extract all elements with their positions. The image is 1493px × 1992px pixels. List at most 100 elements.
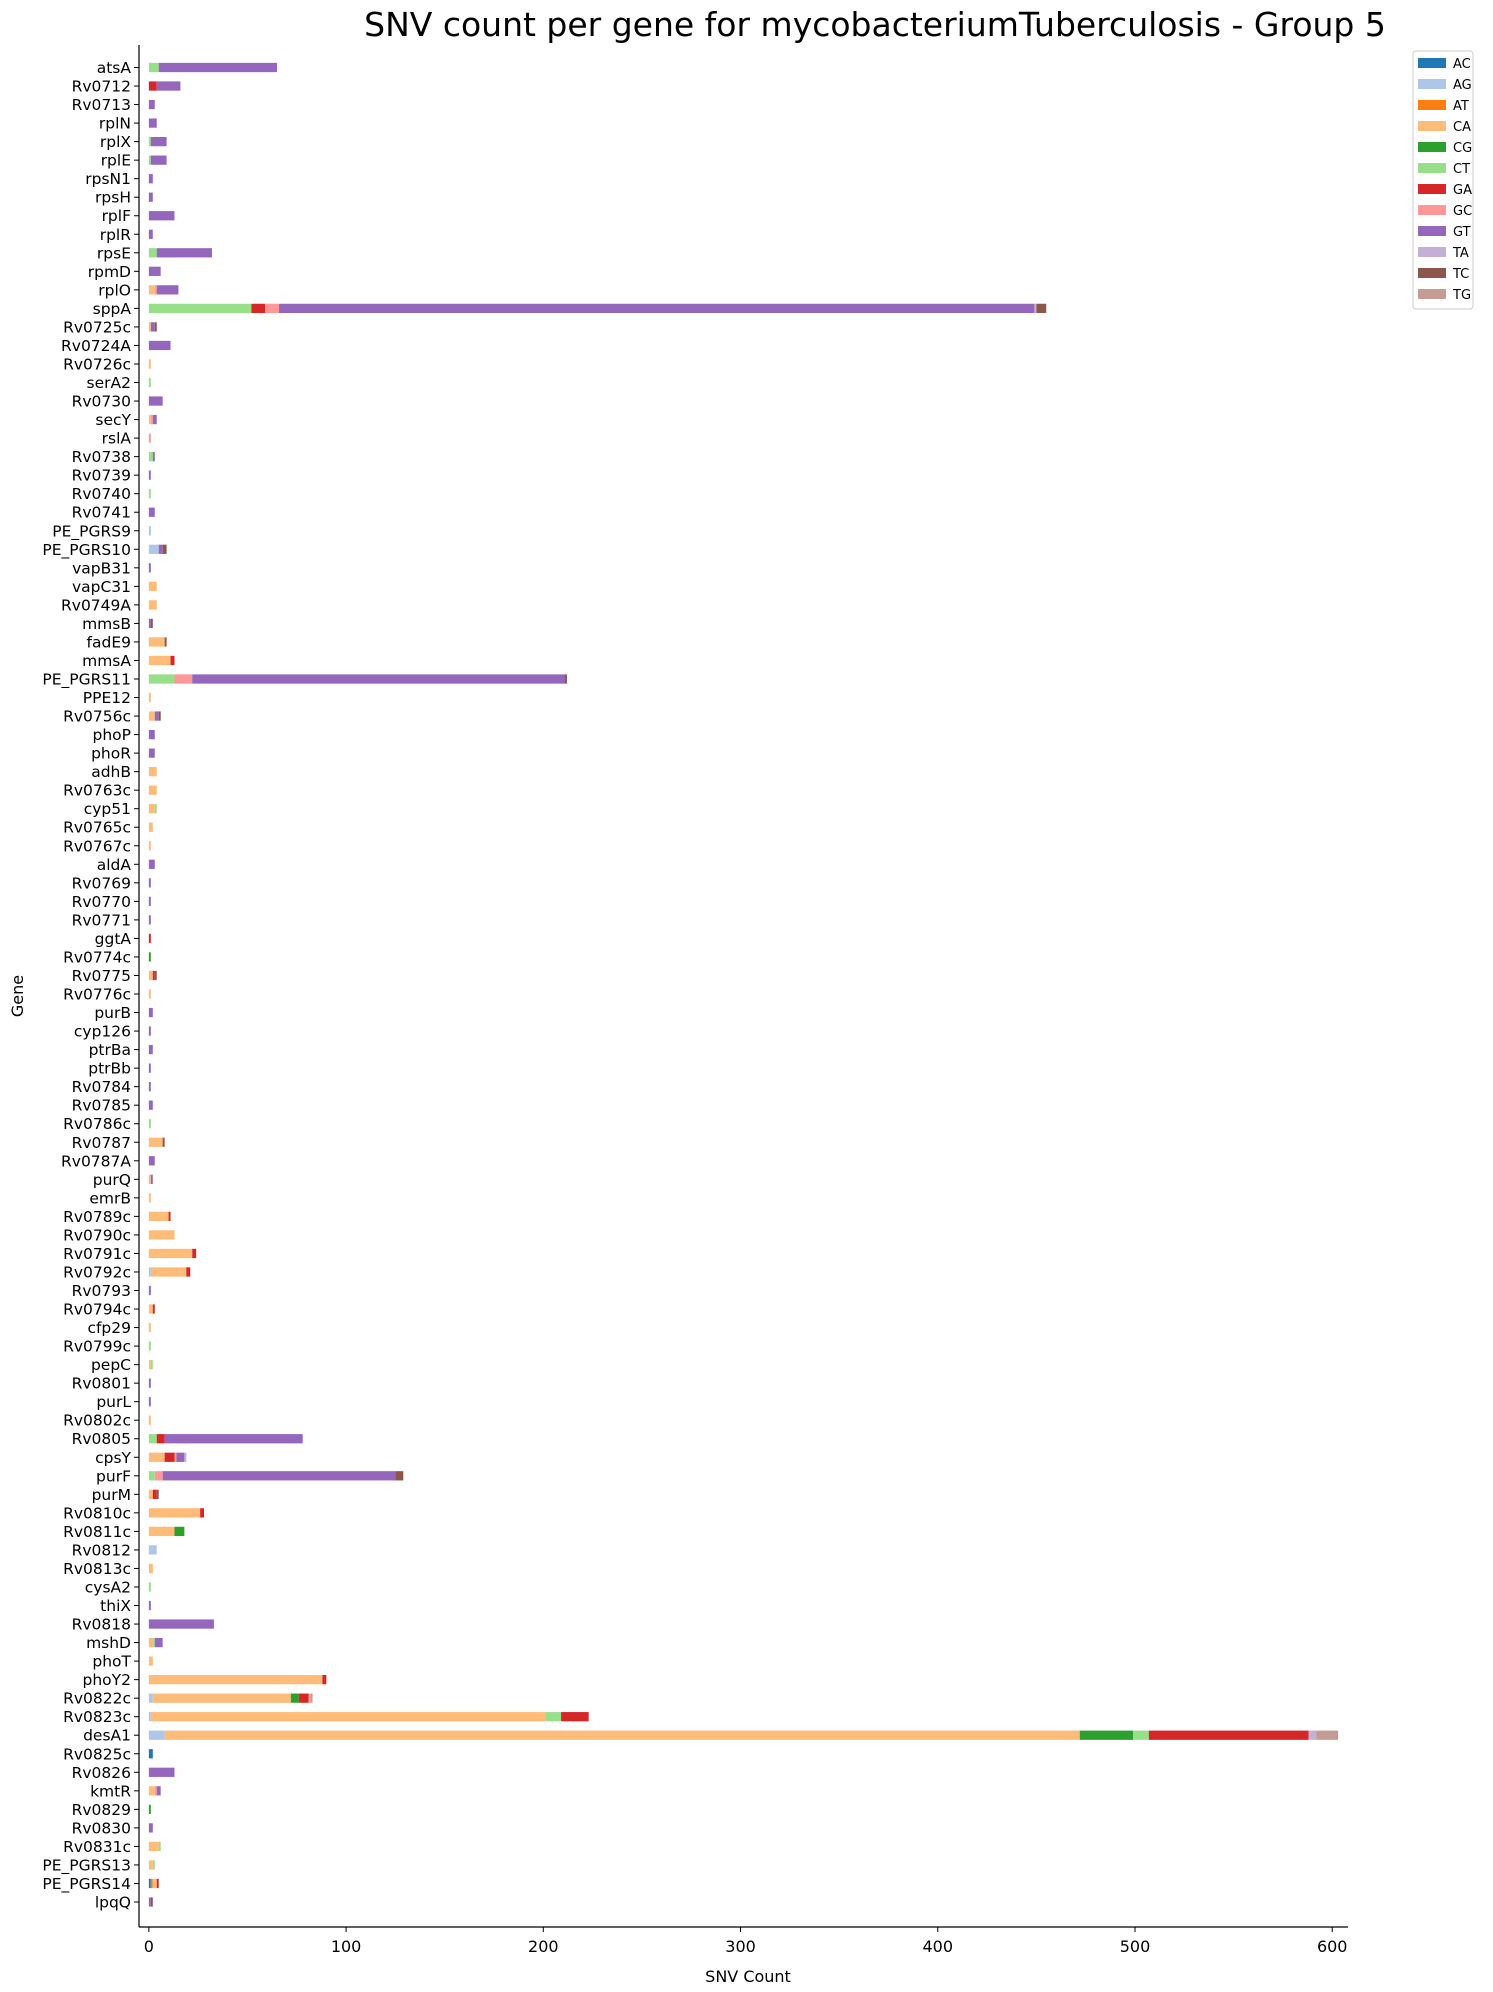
bar-segment-Rv0792c-AG <box>148 1267 151 1277</box>
y-tick-label: Rv0730 <box>72 393 131 411</box>
bar-segment-Rv0724A-GT <box>148 340 171 351</box>
y-tick-label: Rv0725c <box>63 318 131 336</box>
y-tick-label: Rv0812 <box>72 1541 131 1559</box>
y-tick-label: PE_PGRS13 <box>42 1856 131 1875</box>
y-tick-label: vapC31 <box>72 578 131 596</box>
bar-segment-rplN-GT <box>148 118 157 128</box>
y-axis-ticks: atsARv0712Rv0713rplNrplXrplErpsN1rpsHrpl… <box>42 59 139 1912</box>
legend-swatch-CA <box>1418 121 1446 131</box>
bar-segment-kmtR-CA <box>148 1786 155 1796</box>
y-tick-label: Rv0749A <box>61 596 131 614</box>
y-tick-label: Rv0775 <box>72 967 131 985</box>
y-tick-label: ggtA <box>95 930 132 948</box>
bar-segment-Rv0831c-CT <box>158 1841 161 1852</box>
bars-layer <box>148 62 1339 1907</box>
bar-segment-secY-CA <box>148 414 151 425</box>
legend-label-AG: AG <box>1453 78 1472 93</box>
bar-segment-Rv0738-GT <box>152 452 155 462</box>
y-tick-label: purQ <box>93 1171 131 1189</box>
bar-segment-Rv0725c-TC <box>154 322 157 332</box>
bar-segment-PE_PGRS9-AG <box>148 526 151 536</box>
y-tick-label: Rv0802c <box>63 1412 131 1430</box>
y-tick-label: mmsA <box>82 652 131 670</box>
bar-segment-Rv0805-GT <box>164 1434 303 1444</box>
bar-segment-purM-GA <box>152 1489 157 1499</box>
bar-segment-Rv0712-GT <box>156 81 181 91</box>
bar-segment-Rv0826-GT <box>148 1767 175 1777</box>
bar-segment-Rv0794c-GA <box>152 1304 155 1314</box>
y-tick-label: aldA <box>97 856 132 874</box>
y-tick-label: Rv0787A <box>61 1152 131 1170</box>
x-tick-label: 200 <box>528 1937 559 1956</box>
bar-segment-PE_PGRS11-CT <box>148 674 175 684</box>
bar-segment-rpsE-GT <box>156 248 212 258</box>
bar-segment-secY-GC <box>150 414 153 425</box>
y-tick-label: Rv0765c <box>63 819 131 837</box>
bar-segment-fadE9-CA <box>148 637 165 647</box>
bar-segment-Rv0785-GT <box>148 1100 153 1110</box>
y-tick-label: atsA <box>97 59 132 77</box>
y-tick-label: rpsN1 <box>85 170 131 188</box>
bar-segment-Rv0791c-GA <box>192 1248 197 1259</box>
y-tick-label: Rv0831c <box>63 1838 131 1856</box>
bar-segment-Rv0822c-CA <box>152 1693 291 1703</box>
y-tick-label: rslA <box>102 430 132 448</box>
x-tick-label: 300 <box>725 1937 756 1956</box>
y-tick-label: Rv0741 <box>72 504 131 522</box>
y-tick-label: desA1 <box>83 1727 131 1745</box>
bar-segment-purF-TC <box>395 1471 404 1481</box>
bar-segment-Rv0763c-CA <box>148 785 157 795</box>
y-tick-label: Rv0724A <box>61 337 131 355</box>
bar-segment-secY-GT <box>152 414 157 425</box>
bar-segment-pepC-CT <box>150 1359 153 1370</box>
bar-segment-Rv0713-GT <box>148 99 155 110</box>
bar-segment-Rv0792c-CA <box>150 1267 187 1277</box>
legend-label-GT: GT <box>1453 225 1471 240</box>
bar-segment-sppA-GC <box>265 303 280 314</box>
bar-segment-cpsY-TA <box>184 1452 187 1462</box>
bar-segment-Rv0774c-CG <box>148 952 151 962</box>
bar-segment-Rv0756c-GT <box>154 711 159 721</box>
y-tick-label: lpqQ <box>95 1894 131 1912</box>
bar-segment-rplF-GT <box>148 211 175 221</box>
bar-segment-purQ-GT <box>150 1174 153 1184</box>
y-tick-label: emrB <box>89 1189 131 1207</box>
bar-segment-fadE9-TC <box>164 637 167 647</box>
bar-segment-phoT-CA <box>148 1656 153 1666</box>
y-tick-label: Rv0813c <box>63 1560 131 1578</box>
bar-segment-PE_PGRS10-AG <box>148 544 159 554</box>
bar-segment-desA1-CT <box>1133 1730 1149 1740</box>
bar-segment-mmsB-TC <box>150 618 153 629</box>
y-tick-label: Rv0787 <box>72 1134 131 1152</box>
legend-label-AC: AC <box>1453 57 1471 72</box>
bar-segment-Rv0822c-GC <box>308 1693 311 1703</box>
bar-segment-cysA2-CT <box>148 1582 151 1592</box>
bar-segment-desA1-CG <box>1079 1730 1134 1740</box>
x-axis-label: SNV Count <box>705 1967 791 1986</box>
bar-segment-mshD-CA <box>148 1637 153 1648</box>
bar-segment-PE_PGRS14-CA <box>152 1878 157 1889</box>
bar-segment-Rv0825c-AC <box>148 1749 153 1759</box>
y-tick-label: Rv0767c <box>63 837 131 855</box>
bar-segment-sppA-GT <box>279 303 1035 314</box>
bar-segment-Rv0775-GA <box>152 970 155 981</box>
bar-segment-rpsN1-GT <box>148 174 153 184</box>
y-tick-label: Rv0738 <box>72 448 131 466</box>
bar-segment-atsA-GT <box>158 62 278 73</box>
y-tick-label: sppA <box>93 300 132 318</box>
bar-segment-Rv0776c-CA <box>148 989 151 999</box>
bar-segment-aldA-GT <box>148 859 155 869</box>
bar-segment-Rv0756c-TC <box>158 711 161 721</box>
bar-segment-PPE12-CA <box>148 692 151 703</box>
bar-segment-vapB31-GT <box>148 563 151 573</box>
y-tick-label: mmsB <box>82 615 131 633</box>
y-tick-label: PE_PGRS11 <box>42 671 131 690</box>
legend-label-TA: TA <box>1452 246 1469 261</box>
y-tick-label: purL <box>96 1393 131 1411</box>
bar-segment-Rv0822c-TG <box>310 1693 313 1703</box>
legend-label-TC: TC <box>1452 267 1469 282</box>
y-tick-label: cpsY <box>95 1449 131 1467</box>
bar-segment-rpsH-GT <box>148 192 153 202</box>
bar-segment-Rv0822c-GA <box>298 1693 309 1703</box>
